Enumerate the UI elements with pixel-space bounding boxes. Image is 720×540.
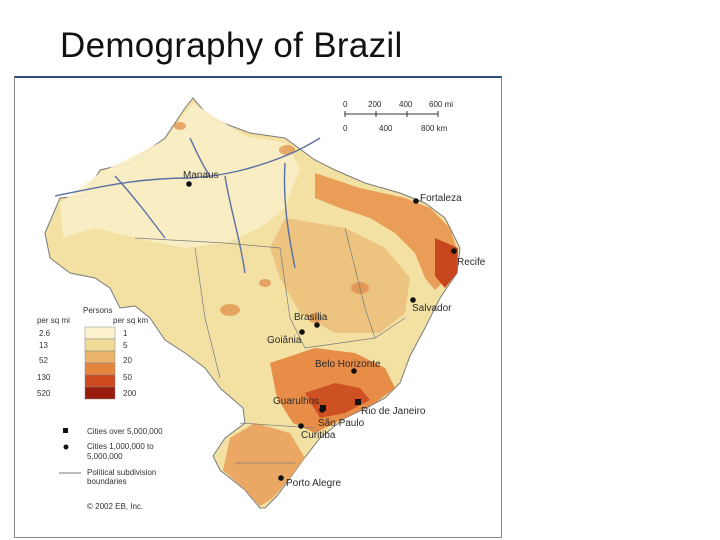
legend-row-mi-4: 130	[37, 373, 51, 382]
scale-mi-400: 400	[399, 100, 413, 109]
city-label-fortaleza: Fortaleza	[420, 193, 462, 204]
city-label-porto-alegre: Porto Alegre	[286, 478, 341, 489]
city-label-recife: Recife	[457, 257, 486, 268]
city-label-goiania: Goiânia	[267, 335, 302, 346]
northeast-coastal-density	[315, 173, 458, 290]
central-medium-density	[270, 218, 410, 333]
scale-mi-200: 200	[368, 100, 382, 109]
scale-km-800: 800 km	[421, 124, 448, 133]
copyright-notice: © 2002 EB, Inc.	[87, 502, 143, 511]
city-label-guarulhos: Guarulhos	[273, 396, 319, 407]
city-label-manaus: Manaus	[183, 170, 219, 181]
city-label-brasilia: Brasília	[294, 312, 328, 323]
brazil-population-map: 0 200 400 600 mi 0 400 800 km Manaus For…	[37, 97, 486, 511]
city-label-belo-horizonte: Belo Horizonte	[315, 359, 381, 370]
city-label-sao-paulo: São Paulo	[318, 418, 365, 429]
legend-boundaries-1: Political subdivision	[87, 468, 156, 477]
legend-title: Persons	[83, 306, 112, 315]
city-label-rio-de-janeiro: Rio de Janeiro	[361, 406, 426, 417]
city-markers: Manaus Fortaleza Recife Salvador Brasíli…	[183, 170, 486, 489]
south-medium-density	[223, 423, 305, 506]
scale-km-0: 0	[343, 124, 348, 133]
legend-row-km-4: 50	[123, 373, 132, 382]
map-frame: 0 200 400 600 mi 0 400 800 km Manaus For…	[14, 76, 502, 538]
city-label-curitiba: Curitiba	[301, 430, 336, 441]
legend-row-mi-5: 520	[37, 389, 51, 398]
map-legend: Persons per sq mi per sq km 2.6 1 13 5 5…	[37, 306, 163, 511]
legend-row-km-1: 1	[123, 329, 128, 338]
scale-bar: 0 200 400 600 mi 0 400 800 km	[343, 100, 453, 133]
legend-row-mi-2: 13	[39, 341, 48, 350]
amazon-low-density-area	[60, 103, 300, 248]
city-label-salvador: Salvador	[412, 303, 452, 314]
density-patches	[174, 122, 369, 323]
legend-row-mi-1: 2.6	[39, 329, 51, 338]
legend-row-km-5: 200	[123, 389, 137, 398]
legend-col-left: per sq mi	[37, 316, 70, 325]
legend-row-km-2: 5	[123, 341, 128, 350]
slide-title: Demography of Brazil	[60, 26, 403, 65]
legend-cities-medium-1: Cities 1,000,000 to	[87, 442, 154, 451]
legend-boundaries-2: boundaries	[87, 477, 127, 486]
legend-cities-medium-2: 5,000,000	[87, 452, 123, 461]
legend-row-km-3: 20	[123, 356, 132, 365]
legend-col-right: per sq km	[113, 316, 148, 325]
scale-km-400: 400	[379, 124, 393, 133]
rivers	[54, 137, 321, 274]
legend-row-mi-3: 52	[39, 356, 48, 365]
scale-mi-0: 0	[343, 100, 348, 109]
scale-mi-600: 600 mi	[429, 100, 453, 109]
state-boundaries	[134, 227, 406, 464]
legend-cities-large: Cities over 5,000,000	[87, 427, 163, 436]
